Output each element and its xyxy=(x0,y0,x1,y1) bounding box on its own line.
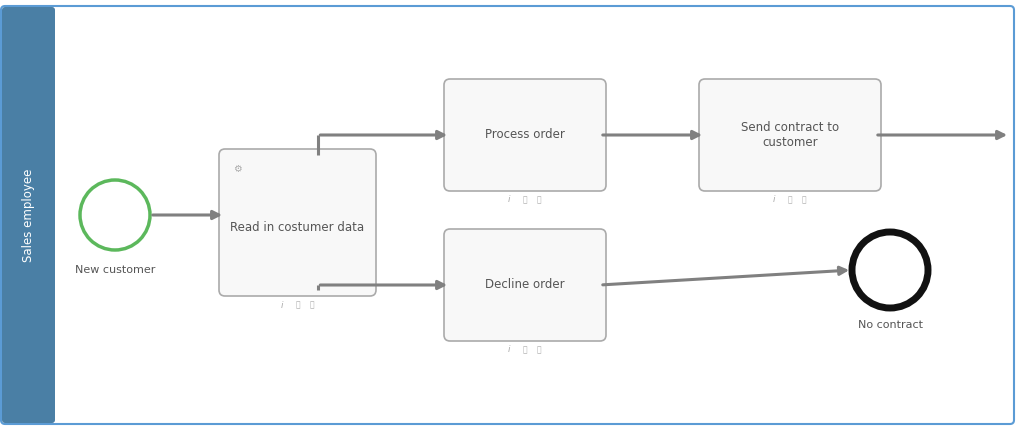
Text: Sales employee: Sales employee xyxy=(22,168,35,262)
Text: 🖇: 🖇 xyxy=(523,346,527,355)
FancyBboxPatch shape xyxy=(219,149,376,296)
Text: Decline order: Decline order xyxy=(485,279,564,292)
Text: i: i xyxy=(773,196,775,204)
Text: ⚙: ⚙ xyxy=(233,164,242,174)
Text: 🖇: 🖇 xyxy=(788,196,792,204)
Text: Read in costumer data: Read in costumer data xyxy=(231,221,364,234)
Text: 👤: 👤 xyxy=(309,301,314,309)
Text: i: i xyxy=(507,346,511,355)
Text: Send contract to
customer: Send contract to customer xyxy=(741,121,839,149)
Text: 👤: 👤 xyxy=(537,196,541,204)
Circle shape xyxy=(852,232,928,308)
Text: 👤: 👤 xyxy=(801,196,806,204)
FancyBboxPatch shape xyxy=(444,229,606,341)
Text: i: i xyxy=(507,196,511,204)
Text: Process order: Process order xyxy=(485,128,564,142)
Text: i: i xyxy=(281,301,283,309)
Text: 🖇: 🖇 xyxy=(523,196,527,204)
FancyBboxPatch shape xyxy=(699,79,881,191)
FancyBboxPatch shape xyxy=(2,7,55,423)
Text: No contract: No contract xyxy=(857,320,922,330)
Text: New customer: New customer xyxy=(75,265,156,275)
FancyBboxPatch shape xyxy=(1,6,1014,424)
Circle shape xyxy=(80,180,149,250)
Text: 👤: 👤 xyxy=(537,346,541,355)
Text: 🖇: 🖇 xyxy=(295,301,300,309)
FancyBboxPatch shape xyxy=(444,79,606,191)
